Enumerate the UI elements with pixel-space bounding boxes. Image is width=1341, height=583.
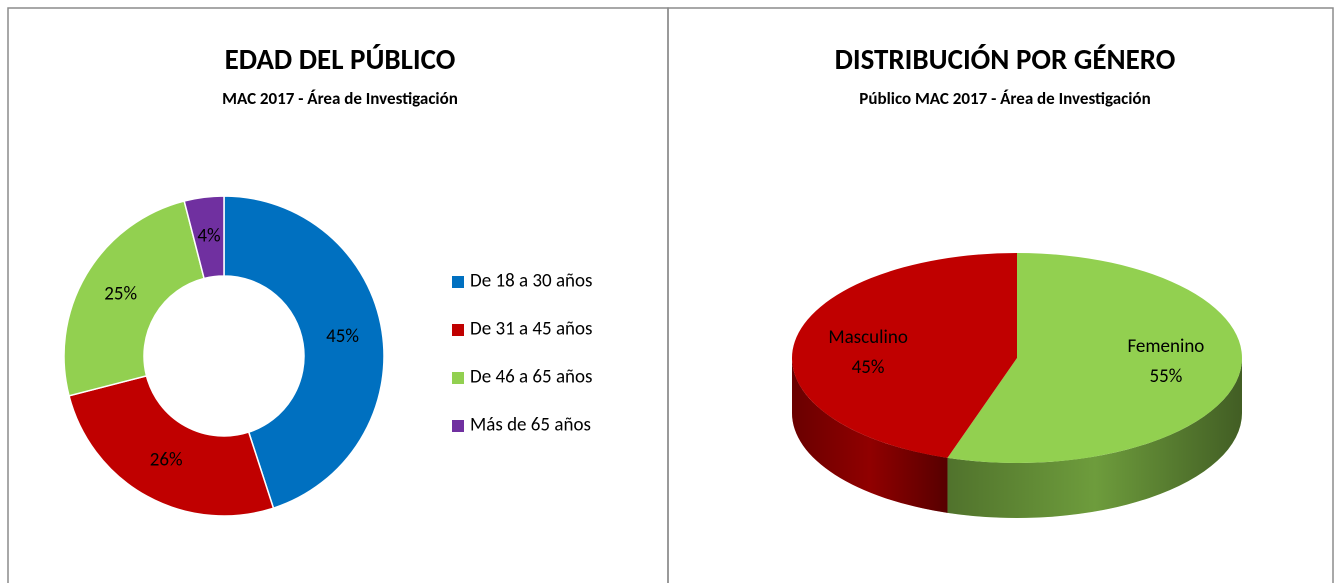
chart-title: EDAD DEL PÚBLICO (225, 41, 456, 77)
legend-swatch (452, 276, 464, 288)
chart-subtitle: Público MAC 2017 - Área de Investigación (859, 88, 1150, 109)
chart-subtitle: MAC 2017 - Área de Investigación (222, 88, 458, 109)
legend-swatch (452, 324, 464, 336)
data-label: 55% (1149, 365, 1182, 388)
pie-side-shade (947, 358, 1242, 519)
data-label: 45% (852, 356, 885, 379)
data-label: 25% (104, 282, 137, 305)
chart-title: DISTRIBUCIÓN POR GÉNERO (835, 41, 1176, 77)
legend-label: Más de 65 años (470, 414, 591, 437)
data-label: Femenino (1127, 335, 1204, 358)
data-label: 4% (197, 224, 220, 247)
donut-segment (68, 374, 275, 517)
pie-slice (792, 253, 1017, 458)
donut-segment (223, 195, 385, 510)
pie-side-shade (792, 358, 948, 513)
data-label: Masculino (828, 326, 908, 349)
legend-label: De 31 a 45 años (470, 318, 592, 341)
pie-slice (947, 253, 1243, 463)
legend-label: De 46 a 65 años (470, 366, 592, 389)
data-label: 26% (150, 449, 183, 472)
panel (667, 7, 1334, 583)
legend-swatch (452, 372, 464, 384)
data-label: 45% (326, 325, 359, 348)
legend-swatch (452, 420, 464, 432)
legend-label: De 18 a 30 años (470, 270, 592, 293)
donut-segment (183, 195, 225, 280)
donut-segment (63, 200, 206, 397)
